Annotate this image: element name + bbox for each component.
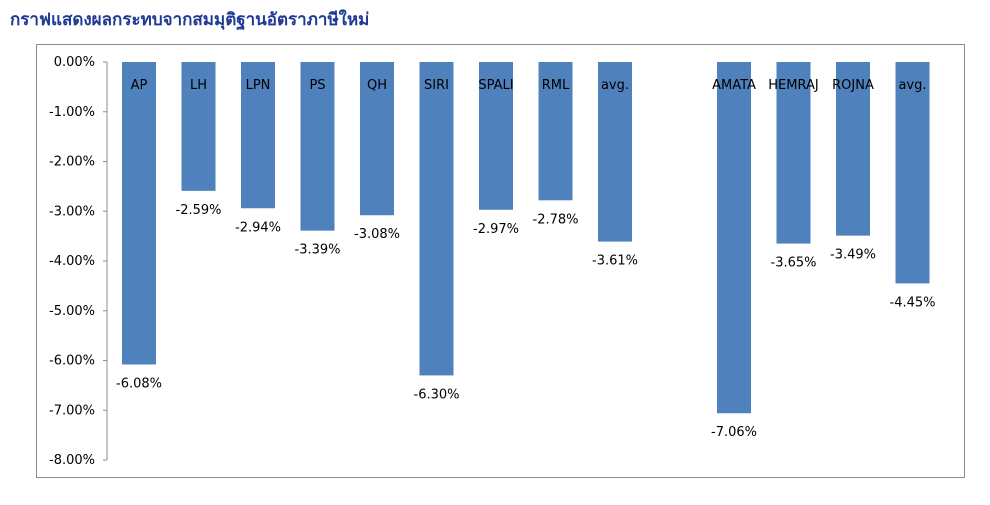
chart-title: กราฟแสดงผลกระทบจากสมมุติฐานอัตราภาษีใหม่ — [10, 10, 370, 30]
category-label: AMATA — [712, 78, 756, 93]
y-tick-label: -7.00% — [49, 403, 95, 418]
category-label: LH — [190, 78, 207, 93]
bar — [538, 62, 573, 201]
data-label: -2.59% — [176, 203, 222, 218]
data-label: -2.97% — [473, 222, 519, 237]
bar — [300, 62, 335, 231]
data-label: -6.08% — [116, 376, 162, 391]
y-tick-label: -4.00% — [49, 254, 95, 269]
y-tick-label: -8.00% — [49, 453, 95, 468]
y-tick-label: 0.00% — [54, 55, 95, 70]
data-label: -6.30% — [414, 387, 460, 402]
data-label: -3.39% — [295, 243, 341, 258]
category-label: avg. — [898, 78, 926, 93]
y-tick-label: -1.00% — [49, 105, 95, 120]
bar — [717, 62, 751, 414]
bar — [360, 62, 394, 216]
y-tick-label: -3.00% — [49, 204, 95, 219]
data-label: -2.94% — [235, 220, 281, 235]
data-label: -2.78% — [533, 212, 579, 227]
y-tick-label: -5.00% — [49, 304, 95, 319]
data-label: -7.06% — [711, 425, 757, 440]
category-label: LPN — [246, 78, 271, 93]
bar — [836, 62, 870, 236]
category-label: AP — [131, 78, 148, 93]
y-tick-label: -6.00% — [49, 354, 95, 369]
data-label: -4.45% — [890, 295, 936, 310]
data-label: -3.49% — [830, 248, 876, 263]
bar — [895, 62, 930, 284]
category-label: SPALI — [478, 78, 513, 93]
category-label: HEMRAJ — [768, 78, 818, 93]
category-label: PS — [309, 78, 325, 93]
data-label: -3.08% — [354, 227, 400, 242]
data-label: -3.65% — [771, 256, 817, 271]
category-label: QH — [367, 78, 387, 93]
category-label: ROJNA — [832, 78, 874, 93]
bar — [479, 62, 513, 210]
chart-frame — [36, 44, 965, 478]
data-label: -3.61% — [592, 254, 638, 269]
bar — [122, 62, 156, 365]
bar — [181, 62, 216, 191]
bar — [419, 62, 454, 376]
bar — [598, 62, 632, 242]
bar — [241, 62, 275, 209]
category-label: RML — [542, 78, 570, 93]
category-label: avg. — [601, 78, 629, 93]
bar — [776, 62, 811, 244]
y-tick-label: -2.00% — [49, 155, 95, 170]
category-label: SIRI — [424, 78, 449, 93]
